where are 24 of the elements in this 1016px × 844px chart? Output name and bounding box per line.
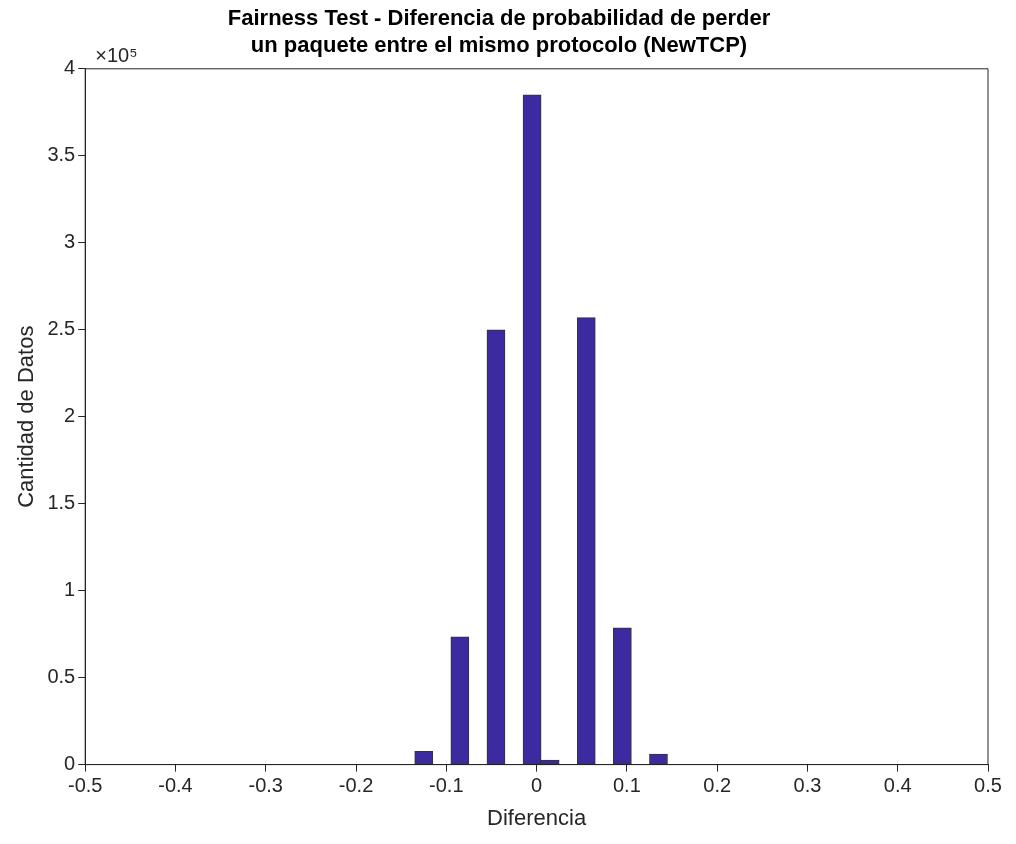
y-tick-label: 2.5 [47,317,76,340]
y-axis-title: Cantidad de Datos [13,325,39,508]
chart-title: Fairness Test - Diferencia de probabilidad de perder un paquete entre el mismo protocolo (NewTCP) [227,5,771,57]
x-tick-label: 0 [531,774,543,797]
x-tick-label: 0.1 [612,774,641,797]
y-tick-label: 4 [64,56,76,79]
y-tick-label: 3 [64,230,76,253]
x-tick-label: -0.5 [67,774,103,797]
x-tick-label: -0.4 [158,774,193,797]
y-tick-label: 3.5 [47,143,76,166]
x-tick-label: 0.2 [703,774,732,797]
x-tick-label: 0.5 [974,774,1002,797]
x-axis-title: Diferencia [487,804,587,830]
x-tick-label: 0.3 [793,774,822,797]
x-tick-label: -0.3 [248,774,283,797]
y-tick-label: 2 [64,404,76,427]
x-tick-label: -0.2 [338,774,374,797]
y-tick-label: 0.5 [47,665,76,688]
y-tick-label: 1.5 [47,491,76,514]
x-tick-label: -0.1 [429,774,464,797]
x-tick-label: 0.4 [883,774,912,797]
y-tick-label: 0 [64,752,76,775]
y-tick-label: 1 [64,578,76,601]
text: ×10⁵ [95,44,138,67]
